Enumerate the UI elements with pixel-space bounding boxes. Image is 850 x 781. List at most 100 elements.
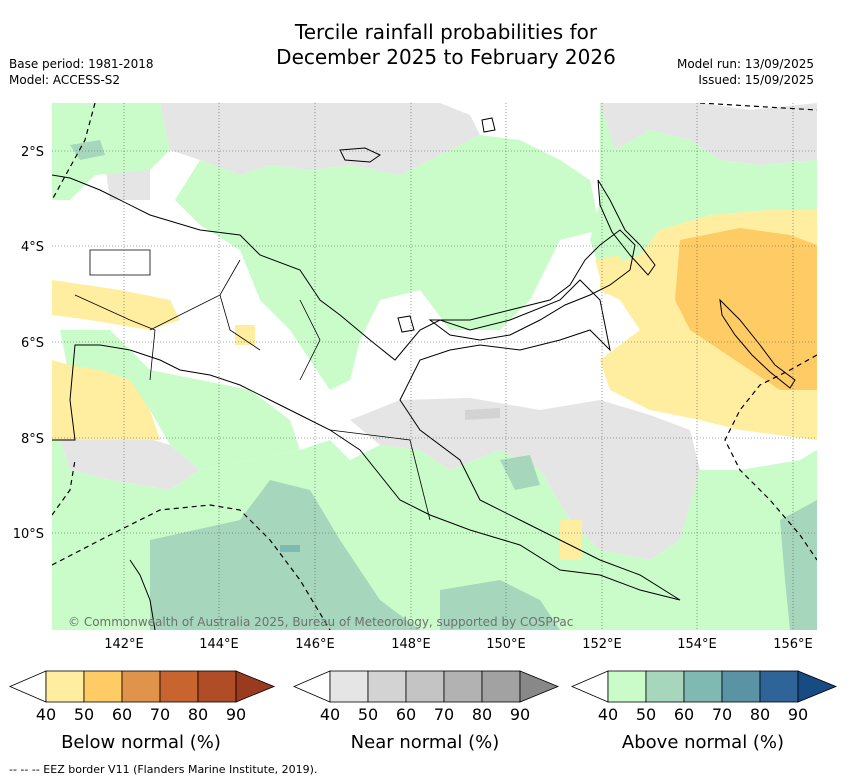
near-normal-region [465,408,500,420]
graticule [52,103,817,630]
near-normal-region [105,165,150,200]
legend-tick: 70 [434,705,454,724]
legend-tick: 60 [674,705,694,724]
above-normal-region [175,135,600,390]
above-normal-region [590,103,817,270]
near-normal-region [60,430,200,490]
legend-tick: 50 [636,705,656,724]
lon-label: 148°E [391,637,431,652]
lat-label: 8°S [21,432,44,447]
province-borders [74,249,431,521]
above-normal-region [60,330,300,470]
lat-label: 4°S [21,240,44,255]
coastline-manus [339,147,381,163]
lon-label: 146°E [295,637,335,652]
eez-border [52,103,96,201]
coastline-island [481,117,496,133]
near-normal-region [350,398,700,560]
title-line-2: December 2025 to February 2026 [276,45,616,69]
eez-border [699,103,817,111]
coastline-new-ireland [597,179,656,276]
copyright-notice: © Commonwealth of Australia 2025, Bureau… [68,615,573,629]
lon-label: 150°E [486,637,526,652]
eez-border [52,459,76,516]
below-normal-region [235,325,255,345]
legend-arrow-high [519,670,560,703]
eez-border [52,504,331,630]
legend-swatch [443,670,483,703]
base-period: Base period: 1981-2018 [9,57,154,71]
legend-tick: 70 [712,705,732,724]
legend-label: Above normal (%) [622,732,784,753]
legend-swatch [607,670,647,703]
coastline-australia [129,559,156,630]
above-normal-region [280,545,300,552]
meta-left: Base period: 1981-2018 Model: ACCESS-S2 [9,56,154,88]
lon-label: 142°E [104,637,144,652]
lat-label: 2°S [21,145,44,160]
below-normal-region [52,360,160,440]
legend-swatch [683,670,723,703]
near-normal-region [160,103,480,175]
legend-swatch [121,670,161,703]
legend-tick: 40 [598,705,618,724]
legend-arrow-high [235,670,276,703]
above-normal-region [780,500,817,630]
legend-arrow-high [797,670,838,703]
coastline-island [397,315,415,333]
legend-arrow-low [570,670,609,703]
legend-tick: 60 [396,705,416,724]
above-normal-region [440,580,560,630]
coastline-bougainville [719,298,796,389]
lat-label: 6°S [21,336,44,351]
above-normal-region [70,140,105,160]
model-name: Model: ACCESS-S2 [9,73,121,87]
legend-tick: 80 [472,705,492,724]
map-title: Tercile rainfall probabilities for Decem… [0,20,850,70]
legend-tick: 50 [74,705,94,724]
lat-label: 10°S [13,527,44,542]
meta-right: Model run: 13/09/2025 Issued: 15/09/2025 [677,56,814,88]
legend-arrow-low [292,670,331,703]
above-normal-region [150,480,420,630]
title-line-1: Tercile rainfall probabilities for [294,20,598,44]
legend-tick: 90 [788,705,808,724]
lon-label: 156°E [773,637,813,652]
legend-swatch [83,670,123,703]
legend-tick: 60 [112,705,132,724]
coastline-new-guinea [52,174,681,601]
legend-tick: 50 [358,705,378,724]
below-normal-region [595,255,625,295]
legend-swatch [329,670,369,703]
legend-tick: 90 [226,705,246,724]
legend-tick: 80 [750,705,770,724]
eez-footnote: -- -- -- EEZ border V11 (Flanders Marine… [9,763,318,776]
lon-label: 152°E [582,637,622,652]
near-normal-region [600,103,817,165]
legend-label: Below normal (%) [61,732,221,753]
map-area [52,103,817,630]
below-normal-region [675,228,817,390]
legend-arrow-low [8,670,47,703]
legend-tick: 40 [36,705,56,724]
below-normal-region [52,280,180,330]
legend-swatch [45,670,85,703]
legend-swatch [159,670,199,703]
issued-date: Issued: 15/09/2025 [698,73,814,87]
legend-swatch [721,670,761,703]
above-normal-region [52,103,170,200]
legend-swatch [367,670,407,703]
lon-label: 144°E [199,637,239,652]
legend-swatch [759,670,799,703]
lon-label: 154°E [677,637,717,652]
above-normal-region [500,455,540,490]
legend-swatch [197,670,237,703]
legend-label: Near normal (%) [351,732,500,753]
legend-swatch [405,670,445,703]
legend-swatch [481,670,521,703]
model-run: Model run: 13/09/2025 [676,57,814,71]
legend-tick: 40 [320,705,340,724]
legend-swatch [645,670,685,703]
legend-tick: 90 [510,705,530,724]
